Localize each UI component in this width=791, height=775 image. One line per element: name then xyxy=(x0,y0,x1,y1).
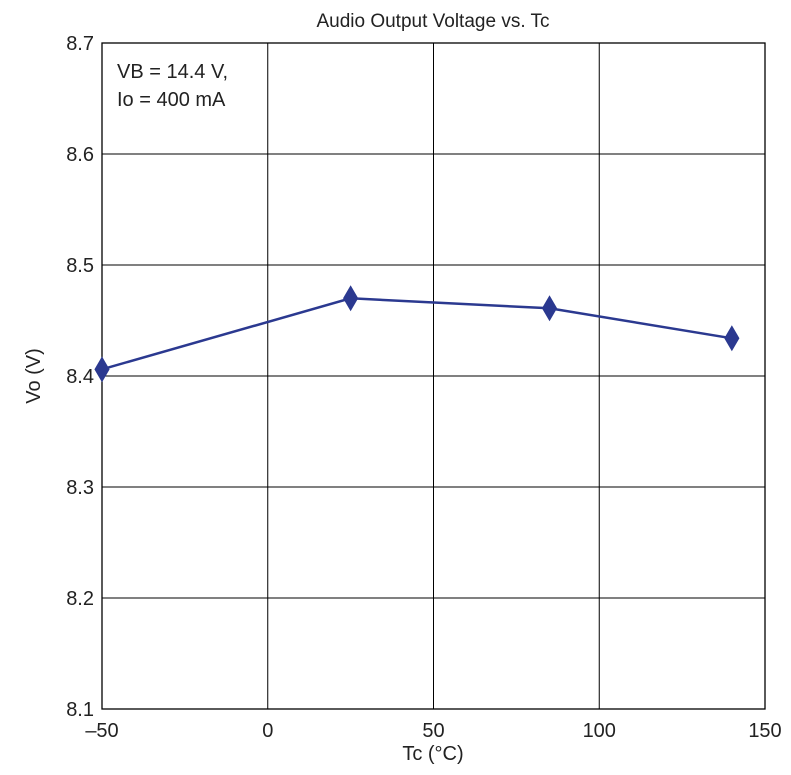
annotation-line-1: VB = 14.4 V, xyxy=(117,61,228,83)
x-axis-title: Tc (°C) xyxy=(402,743,463,765)
y-tick-label: 8.6 xyxy=(66,144,94,166)
x-tick-label: –50 xyxy=(85,720,118,742)
data-point-marker xyxy=(343,285,359,312)
x-tick-label: 0 xyxy=(262,720,273,742)
series-line xyxy=(101,297,733,371)
y-tick-label: 8.1 xyxy=(66,699,94,721)
x-tick-label: 150 xyxy=(748,720,781,742)
y-tick-label: 8.7 xyxy=(66,33,94,55)
chart-title: Audio Output Voltage vs. Tc xyxy=(316,11,549,32)
y-tick-label: 8.2 xyxy=(66,588,94,610)
y-tick-label: 8.5 xyxy=(66,255,94,277)
series-group xyxy=(94,285,740,383)
grid xyxy=(102,43,765,709)
data-point-marker xyxy=(541,295,558,322)
data-point-marker xyxy=(724,325,740,352)
y-axis-ticks: 8.1 8.2 8.3 8.4 8.5 8.6 8.7 xyxy=(66,33,94,721)
y-tick-label: 8.3 xyxy=(66,477,94,499)
y-axis-title: Vo (V) xyxy=(23,348,45,404)
x-tick-label: 50 xyxy=(422,720,444,742)
x-axis-ticks: –50 0 50 100 150 xyxy=(85,720,781,742)
x-tick-label: 100 xyxy=(583,720,616,742)
y-tick-label: 8.4 xyxy=(66,366,94,388)
data-point-marker xyxy=(94,356,110,383)
annotation-line-2: Io = 400 mA xyxy=(117,89,226,111)
